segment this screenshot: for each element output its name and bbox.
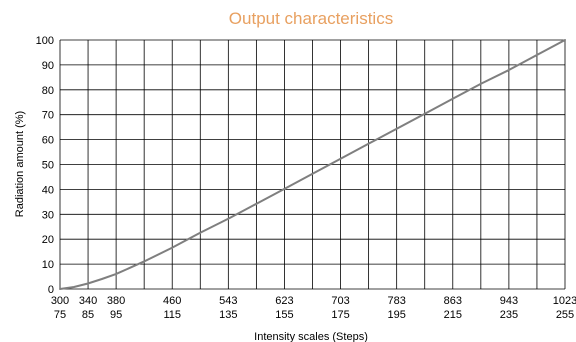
x-tick-label-scale: 195 (387, 309, 405, 321)
x-axis-label: Intensity scales (Steps) (254, 331, 368, 342)
x-tick-label-scale: 85 (82, 309, 94, 321)
x-tick-label-steps: 783 (387, 295, 405, 307)
x-tick-label-steps: 340 (79, 295, 97, 307)
x-tick-label-scale: 215 (444, 309, 462, 321)
x-tick-label-steps: 543 (219, 295, 237, 307)
chart-title: Output characteristics (229, 9, 393, 28)
x-tick-label-scale: 95 (110, 309, 122, 321)
x-tick-label-scale: 235 (500, 309, 518, 321)
y-tick-label: 0 (48, 284, 54, 296)
x-tick-label-scale: 155 (275, 309, 293, 321)
series-line-output (59, 39, 566, 290)
y-tick-label: 10 (42, 259, 54, 271)
series-group (59, 39, 566, 290)
y-tick-label: 20 (42, 234, 54, 246)
x-tick-label-steps: 863 (444, 295, 462, 307)
x-tick-label-scale: 115 (163, 309, 181, 321)
chart-grid (59, 39, 566, 290)
y-tick-label: 100 (36, 35, 54, 47)
x-tick-label-scale: 75 (54, 309, 66, 321)
y-tick-label: 60 (42, 135, 54, 147)
y-tick-label: 30 (42, 209, 54, 221)
x-tick-label-steps: 300 (51, 295, 69, 307)
y-tick-label: 80 (42, 85, 54, 97)
x-tick-label-scale: 255 (556, 309, 574, 321)
y-tick-label: 90 (42, 60, 54, 72)
y-tick-label: 70 (42, 110, 54, 122)
x-tick-label-steps: 1023 (553, 295, 576, 307)
x-tick-label-steps: 703 (331, 295, 349, 307)
y-tick-label: 50 (42, 160, 54, 172)
y-tick-label: 40 (42, 184, 54, 196)
x-tick-label-steps: 623 (275, 295, 293, 307)
x-tick-label-scale: 175 (331, 309, 349, 321)
y-axis-ticks: 0 10 20 30 40 50 60 70 80 90 100 (36, 35, 54, 296)
x-tick-label-scale: 135 (219, 309, 237, 321)
x-axis-ticks: 300 340 380 460 543 623 703 783 863 943 1023 75 85 95… (51, 295, 576, 321)
x-tick-label-steps: 943 (500, 295, 518, 307)
y-axis-label: Radiation amount (%) (14, 111, 26, 217)
x-tick-label-steps: 380 (107, 295, 125, 307)
x-tick-label-steps: 460 (163, 295, 181, 307)
